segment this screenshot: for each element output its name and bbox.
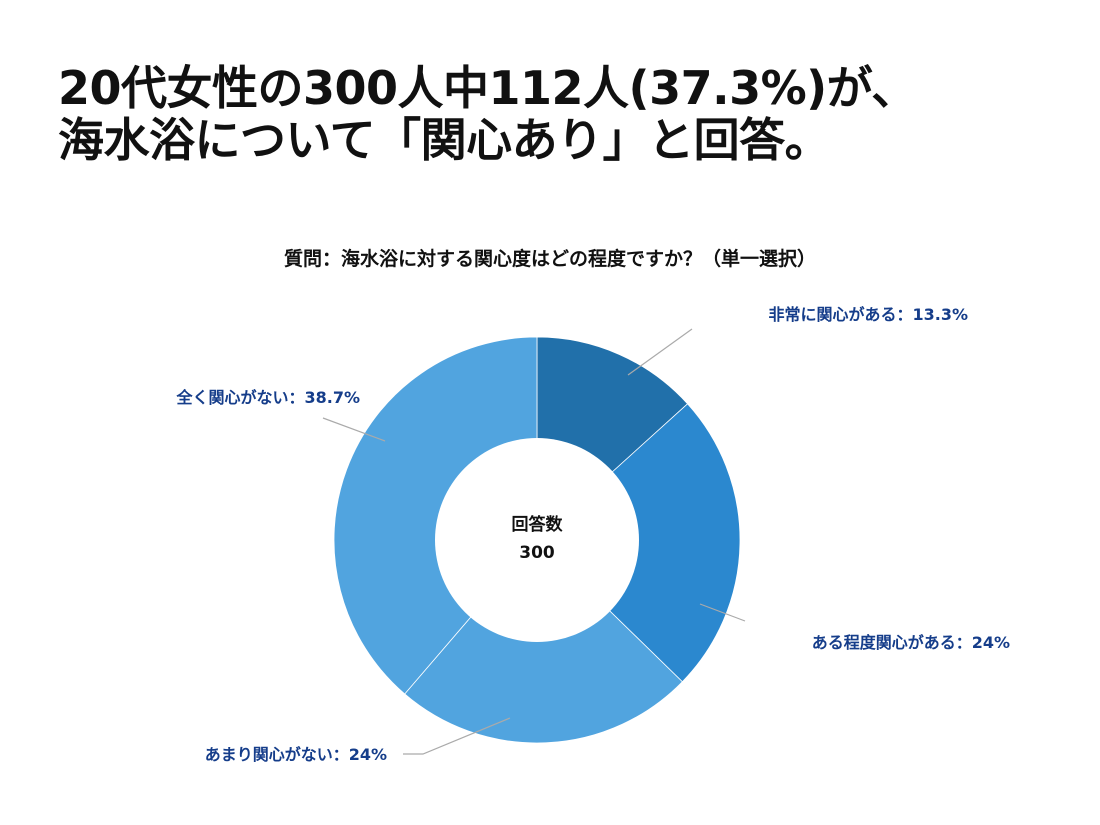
- slice-labels: 非常に関心がある：13.3% ある程度関心がある：24% あまり関心がない：24% 全…: [175, 305, 1010, 764]
- slice-label-2: ある程度関心がある：24%: [812, 633, 1010, 652]
- donut-slice-4: [333, 336, 538, 695]
- donut-hole: [435, 438, 639, 642]
- headline: 20代女性の300人中112人(37.3%)が、 海水浴について「関心あり」と回…: [58, 62, 1058, 166]
- center-label: 回答数: [512, 514, 564, 535]
- leader-line-1: [627, 328, 693, 376]
- leader-line-4: [322, 417, 386, 442]
- slice-label-3: あまり関心がない：24%: [205, 745, 387, 764]
- slice-label-4: 全く関心がない：38.7%: [175, 388, 360, 407]
- question-text: 質問：海水浴に対する関心度はどの程度ですか？（単一選択）: [283, 248, 816, 270]
- leader-lines: [322, 328, 746, 755]
- headline-line-2: 海水浴について「関心あり」と回答。: [58, 113, 831, 167]
- slice-label-1: 非常に関心がある：13.3%: [768, 305, 968, 324]
- center-value: 300: [519, 543, 555, 563]
- leader-line-3: [403, 717, 511, 755]
- headline-line-1: 20代女性の300人中112人(37.3%)が、: [58, 61, 917, 115]
- leader-line-2: [699, 603, 746, 622]
